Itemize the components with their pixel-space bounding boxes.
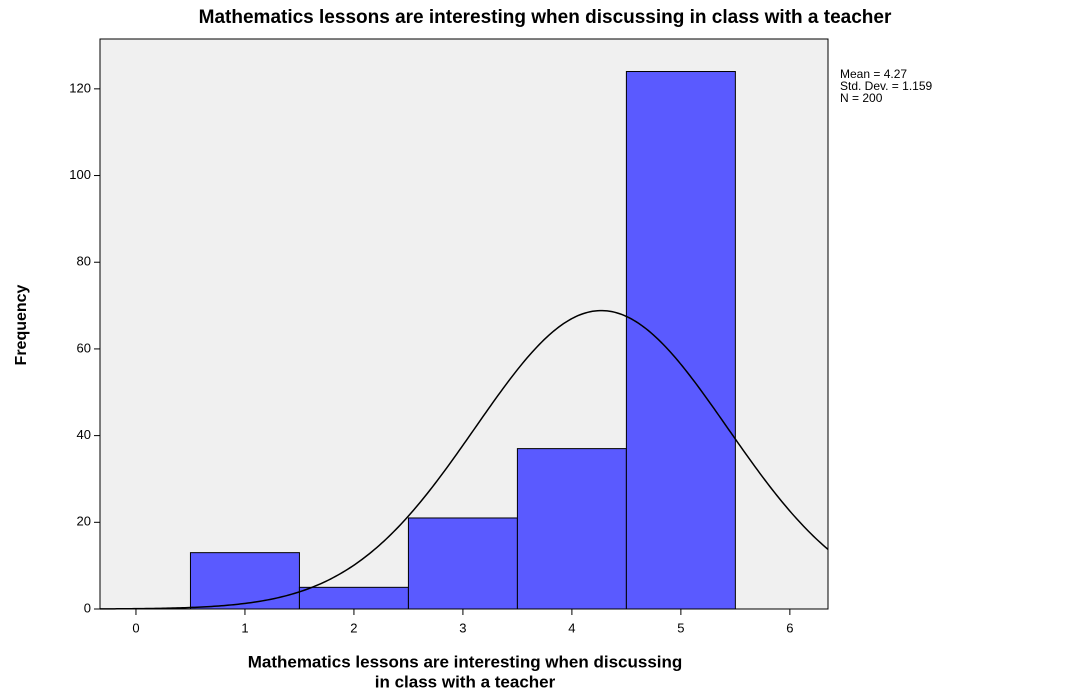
y-tick-label: 0	[84, 600, 91, 615]
x-axis-label: Mathematics lessons are interesting when…	[248, 652, 683, 671]
x-tick-label: 3	[459, 620, 466, 635]
x-tick-label: 4	[568, 620, 575, 635]
x-tick-label: 1	[241, 620, 248, 635]
stat-label: Mean = 4.27	[840, 67, 907, 81]
x-tick-label: 5	[677, 620, 684, 635]
stat-label: N = 200	[840, 91, 883, 105]
x-tick-label: 0	[132, 620, 139, 635]
x-axis-label: in class with a teacher	[375, 672, 556, 691]
y-axis-label: Frequency	[13, 284, 30, 365]
bar	[625, 71, 736, 610]
stat-label: Std. Dev. = 1.159	[840, 79, 932, 93]
y-tick-label: 20	[77, 514, 91, 529]
y-tick-label: 60	[77, 340, 91, 355]
x-tick-label: 6	[786, 620, 793, 635]
y-tick-label: 100	[69, 167, 91, 182]
chart-title: Mathematics lessons are interesting when…	[199, 7, 892, 28]
y-tick-label: 40	[77, 427, 91, 442]
bar	[516, 448, 627, 610]
y-tick-label: 80	[77, 254, 91, 269]
bar	[189, 552, 300, 610]
bar	[298, 586, 409, 610]
bar	[407, 517, 518, 610]
y-tick-label: 120	[69, 80, 91, 95]
x-tick-label: 2	[350, 620, 357, 635]
normal-curve	[99, 309, 829, 610]
